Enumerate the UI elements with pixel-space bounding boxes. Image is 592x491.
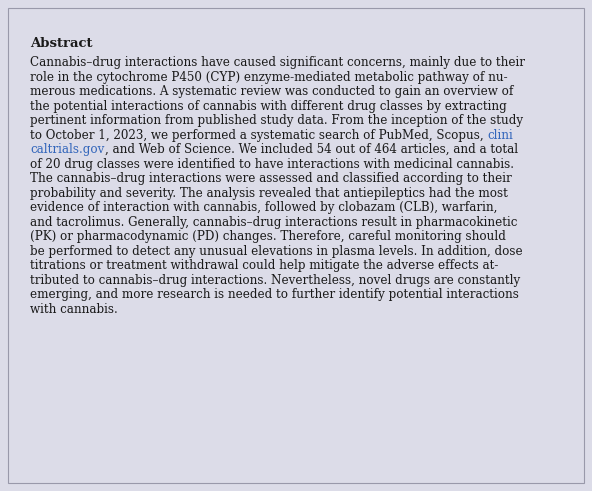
Text: titrations or treatment withdrawal could help mitigate the adverse effects at-: titrations or treatment withdrawal could… [31, 259, 499, 272]
Text: merous medications. A systematic review was conducted to gain an overview of: merous medications. A systematic review … [31, 85, 514, 98]
Text: be performed to detect any unusual elevations in plasma levels. In addition, dos: be performed to detect any unusual eleva… [31, 245, 523, 258]
Text: role in the cytochrome P450 (CYP) enzyme-mediated metabolic pathway of nu-: role in the cytochrome P450 (CYP) enzyme… [31, 71, 508, 83]
Text: clini: clini [488, 129, 514, 142]
Text: pertinent information from published study data. From the inception of the study: pertinent information from published stu… [31, 114, 523, 127]
Text: Cannabis–drug interactions have caused significant concerns, mainly due to their: Cannabis–drug interactions have caused s… [31, 56, 526, 69]
Text: the potential interactions of cannabis with different drug classes by extracting: the potential interactions of cannabis w… [31, 100, 507, 113]
Text: and tacrolimus. Generally, cannabis–drug interactions result in pharmacokinetic: and tacrolimus. Generally, cannabis–drug… [31, 216, 518, 229]
Text: emerging, and more research is needed to further identify potential interactions: emerging, and more research is needed to… [31, 288, 519, 301]
Text: to October 1, 2023, we performed a systematic search of PubMed, Scopus,: to October 1, 2023, we performed a syste… [31, 129, 488, 142]
Text: tributed to cannabis–drug interactions. Nevertheless, novel drugs are constantly: tributed to cannabis–drug interactions. … [31, 273, 521, 287]
FancyBboxPatch shape [8, 8, 584, 483]
Text: , and Web of Science. We included 54 out of 464 articles, and a total: , and Web of Science. We included 54 out… [105, 143, 518, 156]
Text: with cannabis.: with cannabis. [31, 302, 118, 316]
Text: The cannabis–drug interactions were assessed and classified according to their: The cannabis–drug interactions were asse… [31, 172, 512, 185]
Text: Abstract: Abstract [31, 37, 93, 50]
Text: of 20 drug classes were identified to have interactions with medicinal cannabis.: of 20 drug classes were identified to ha… [31, 158, 514, 171]
Text: probability and severity. The analysis revealed that antiepileptics had the most: probability and severity. The analysis r… [31, 187, 509, 200]
Text: evidence of interaction with cannabis, followed by clobazam (CLB), warfarin,: evidence of interaction with cannabis, f… [31, 201, 498, 214]
Text: (PK) or pharmacodynamic (PD) changes. Therefore, careful monitoring should: (PK) or pharmacodynamic (PD) changes. Th… [31, 230, 506, 243]
Text: caltrials.gov: caltrials.gov [31, 143, 105, 156]
